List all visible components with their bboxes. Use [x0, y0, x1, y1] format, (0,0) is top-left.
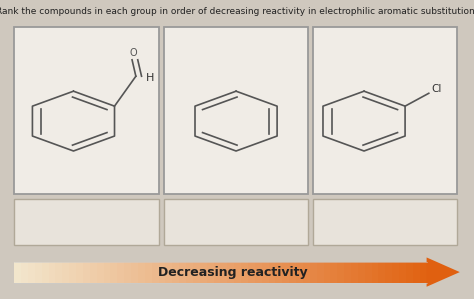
Text: Cl: Cl — [432, 84, 442, 94]
Bar — [378, 262, 386, 283]
Bar — [158, 262, 166, 283]
Bar — [14, 262, 22, 283]
Bar — [179, 262, 186, 283]
Bar — [268, 262, 276, 283]
Bar — [14, 199, 159, 245]
Bar — [42, 262, 49, 283]
Bar — [313, 27, 457, 194]
Bar — [337, 262, 345, 283]
Bar — [200, 262, 207, 283]
Bar — [164, 199, 308, 245]
Bar — [152, 262, 159, 283]
Bar — [124, 262, 131, 283]
Bar — [207, 262, 214, 283]
Bar — [358, 262, 365, 283]
Text: H: H — [146, 73, 154, 83]
Bar — [344, 262, 351, 283]
Bar — [110, 262, 118, 283]
Bar — [323, 262, 331, 283]
Bar — [241, 262, 248, 283]
Bar — [172, 262, 180, 283]
Bar — [255, 262, 262, 283]
Bar — [14, 27, 159, 194]
Bar — [289, 262, 296, 283]
Bar — [28, 262, 35, 283]
Bar — [90, 262, 97, 283]
Text: Rank the compounds in each group in order of decreasing reactivity in electrophi: Rank the compounds in each group in orde… — [0, 7, 474, 16]
Bar — [35, 262, 42, 283]
Text: Decreasing reactivity: Decreasing reactivity — [158, 266, 308, 279]
Bar — [385, 262, 392, 283]
Bar — [131, 262, 138, 283]
Bar — [186, 262, 193, 283]
Bar — [330, 262, 337, 283]
Bar — [165, 262, 173, 283]
Bar — [406, 262, 413, 283]
Bar — [83, 262, 90, 283]
Bar — [248, 262, 255, 283]
Bar — [317, 262, 324, 283]
Text: O: O — [130, 48, 137, 58]
Polygon shape — [427, 257, 460, 287]
Bar — [365, 262, 372, 283]
Bar — [234, 262, 241, 283]
Bar — [55, 262, 63, 283]
Bar — [193, 262, 200, 283]
Bar — [213, 262, 221, 283]
Bar — [262, 262, 269, 283]
Bar — [296, 262, 303, 283]
Bar — [282, 262, 290, 283]
Bar — [392, 262, 400, 283]
Bar — [313, 199, 457, 245]
Bar — [21, 262, 28, 283]
Bar — [413, 262, 420, 283]
Bar — [227, 262, 235, 283]
Bar — [372, 262, 379, 283]
Bar — [117, 262, 125, 283]
Bar — [62, 262, 70, 283]
Bar — [275, 262, 283, 283]
Bar — [76, 262, 83, 283]
Bar — [145, 262, 152, 283]
Bar — [69, 262, 76, 283]
Bar — [351, 262, 358, 283]
Bar — [138, 262, 145, 283]
Bar — [310, 262, 317, 283]
Bar — [220, 262, 228, 283]
Bar — [48, 262, 56, 283]
Bar — [97, 262, 104, 283]
Bar — [399, 262, 406, 283]
Bar — [103, 262, 111, 283]
Bar — [164, 27, 308, 194]
Bar — [303, 262, 310, 283]
Bar — [419, 262, 427, 283]
